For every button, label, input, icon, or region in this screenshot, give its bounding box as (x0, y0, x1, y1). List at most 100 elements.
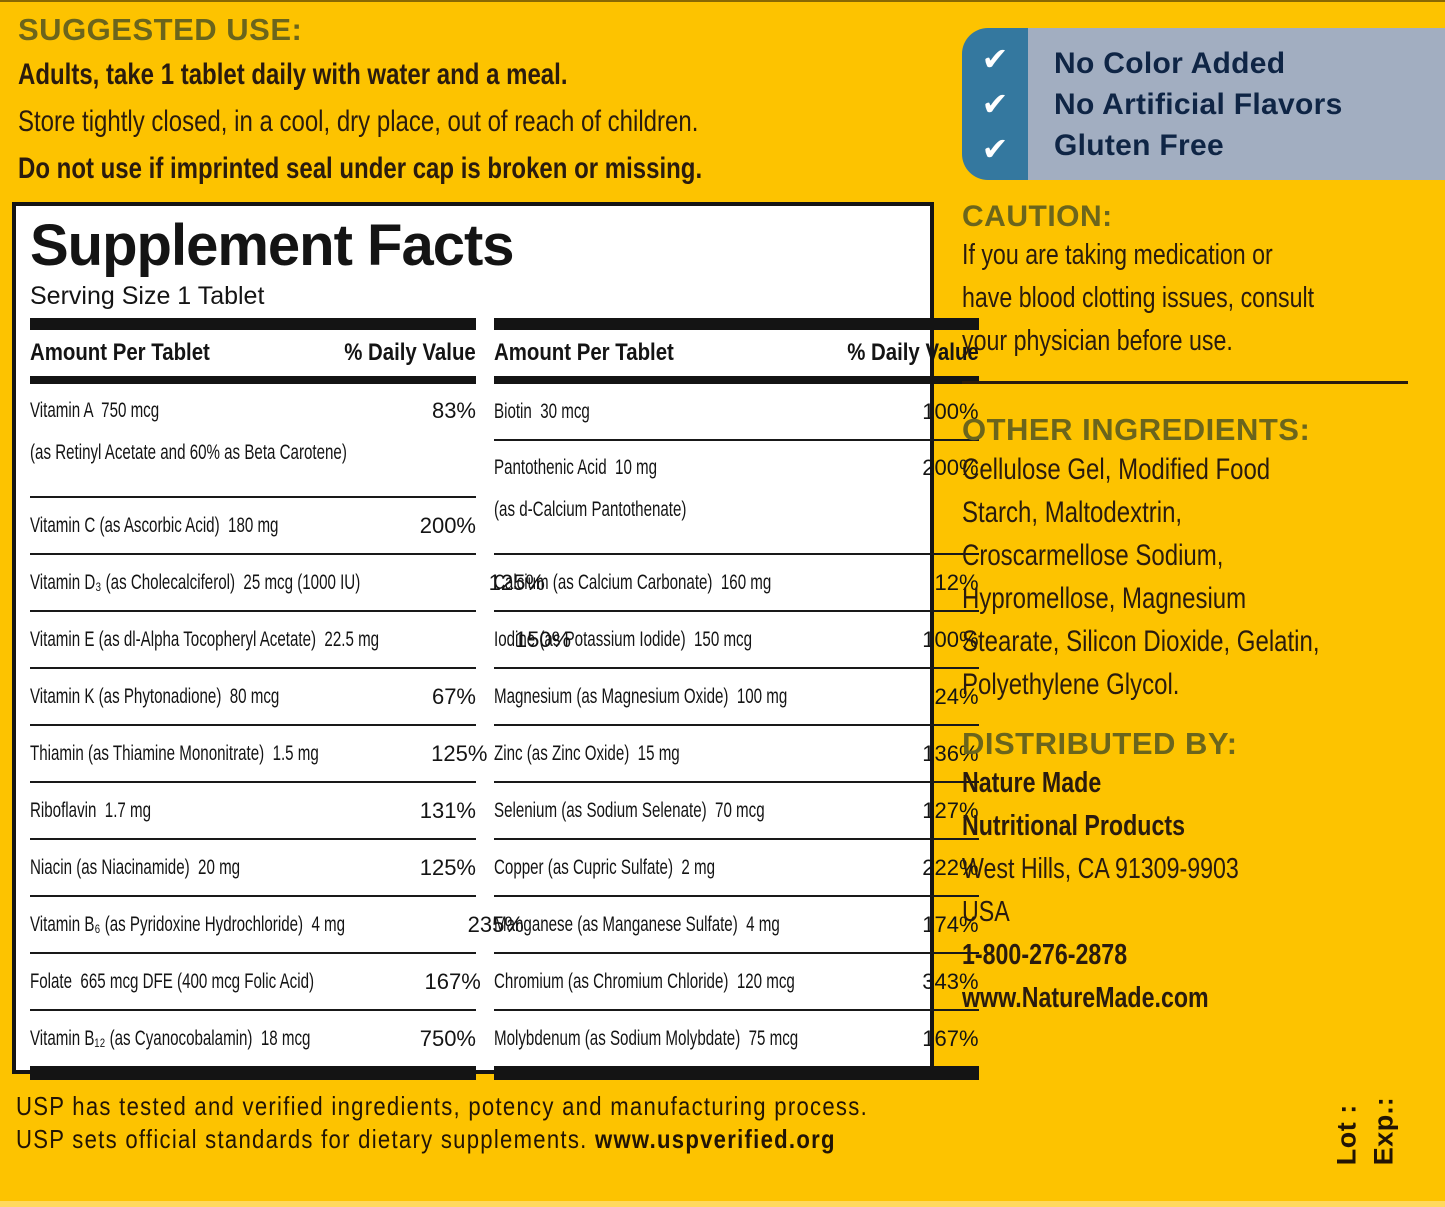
ingredients-line: Starch, Maltodextrin, (962, 496, 1183, 529)
nutrient-daily-value: 67% (431, 683, 476, 709)
ingredients-line: Stearate, Silicon Dioxide, Gelatin, (962, 625, 1320, 658)
distributed-by-heading: DISTRIBUTED BY: (962, 726, 1238, 761)
nutrient-name: Magnesium (as Magnesium Oxide) 100 mg (494, 684, 788, 708)
thick-bar (30, 318, 476, 330)
table-row: Vitamin B₆ (as Pyridoxine Hydrochloride)… (30, 897, 524, 954)
facts-table: Amount Per Tablet % Daily Value Vitamin … (30, 318, 979, 1080)
claim-no-artificial-flavors: No Artificial Flavors (1054, 87, 1343, 121)
header-daily-value: % Daily Value (344, 339, 476, 366)
nutrient-name: Chromium (as Chromium Chloride) 120 mcg (494, 969, 795, 993)
nutrient-name: Vitamin K (as Phytonadione) 80 mcg (30, 684, 280, 708)
table-row: Vitamin C (as Ascorbic Acid) 180 mg 200% (30, 498, 476, 555)
thick-bar (30, 1066, 476, 1080)
table-row: Vitamin A 750 mcg 83% (as Retinyl Acetat… (30, 384, 476, 498)
ingredients-line: Hypromellose, Magnesium (962, 582, 1247, 615)
nutrient-daily-value: 222% (922, 854, 979, 880)
nutrient-subtext: (as Retinyl Acetate and 60% as Beta Caro… (30, 440, 347, 464)
usp-website: www.uspverified.org (594, 1124, 836, 1154)
nutrient-name: Vitamin A 750 mcg (30, 398, 160, 422)
supplement-facts-panel: Supplement Facts Serving Size 1 Tablet A… (12, 202, 979, 1080)
caution-line: have blood clotting issues, consult (962, 282, 1315, 314)
nutrient-name: Pantothenic Acid 10 mg (494, 455, 658, 479)
other-ingredients-heading: OTHER INGREDIENTS: (962, 412, 1311, 447)
claim-no-color-added: No Color Added (1054, 46, 1286, 80)
distributor-country: USA (962, 896, 1010, 928)
distributor-address: West Hills, CA 91309-9903 (962, 853, 1239, 885)
nutrient-daily-value: 100% (922, 626, 979, 652)
table-row: Chromium (as Chromium Chloride) 120 mcg … (494, 954, 979, 1011)
nutrient-name: Selenium (as Sodium Selenate) 70 mcg (494, 798, 765, 822)
nutrient-name: Molybdenum (as Sodium Molybdate) 75 mcg (494, 1026, 799, 1050)
nutrient-daily-value: 343% (922, 968, 979, 994)
nutrient-name: Vitamin B₁₂ (as Cyanocobalamin) 18 mcg (30, 1026, 311, 1050)
nutrient-name: Zinc (as Zinc Oxide) 15 mg (494, 741, 680, 765)
nutrient-daily-value: 125% (431, 740, 488, 766)
thick-bar (494, 318, 979, 330)
caution-line: your physician before use. (962, 325, 1233, 357)
table-row: Pantothenic Acid 10 mg 200% (as d-Calciu… (494, 441, 979, 555)
table-row: Calcium (as Calcium Carbonate) 160 mg 12… (494, 555, 979, 612)
claims-list: No Color Added No Artificial Flavors Glu… (1028, 28, 1445, 180)
nutrient-name: Vitamin C (as Ascorbic Acid) 180 mg (30, 513, 279, 537)
lot-label: Lot : (1330, 1103, 1361, 1165)
header-daily-value: % Daily Value (846, 339, 979, 366)
nutrient-name: Niacin (as Niacinamide) 20 mg (30, 855, 241, 879)
check-icon: ✔ (981, 130, 1009, 167)
nutrient-daily-value: 136% (922, 740, 979, 766)
nutrient-daily-value: 167% (424, 968, 481, 994)
table-row: Iodine (as Potassium Iodide) 150 mcg 100… (494, 612, 979, 669)
distributor-name: Nature Made (962, 767, 1102, 799)
nutrient-daily-value: 200% (922, 454, 979, 480)
check-icon: ✔ (981, 85, 1009, 122)
caution-heading: CAUTION: (962, 200, 1113, 233)
suggested-use-line-2: Store tightly closed, in a cool, dry pla… (18, 105, 699, 138)
nutrient-daily-value: 167% (922, 1025, 979, 1051)
column-header: Amount Per Tablet % Daily Value (30, 330, 476, 376)
nutrient-name: Manganese (as Manganese Sulfate) 4 mg (494, 912, 780, 936)
nutrient-daily-value: 131% (419, 797, 476, 823)
nutrient-daily-value: 100% (922, 398, 979, 424)
lot-exp-text: Lot : Exp.: (1328, 1096, 1402, 1165)
nutrient-name: Copper (as Cupric Sulfate) 2 mg (494, 855, 716, 879)
nutrient-daily-value: 235% (467, 911, 524, 937)
usp-line-1: USP has tested and verified ingredients,… (16, 1091, 868, 1121)
exp-label: Exp.: (1367, 1096, 1398, 1165)
claim-gluten-free: Gluten Free (1054, 128, 1224, 162)
claims-badge-panel: ✔ ✔ ✔ No Color Added No Artificial Flavo… (962, 28, 1445, 180)
facts-column-left: Amount Per Tablet % Daily Value Vitamin … (30, 318, 571, 1080)
table-row: Riboflavin 1.7 mg 131% (30, 783, 476, 840)
nutrient-daily-value: 125% (488, 569, 545, 595)
nutrient-daily-value: 83% (431, 397, 476, 423)
table-row: Molybdenum (as Sodium Molybdate) 75 mcg … (494, 1011, 979, 1066)
nutrient-name: Iodine (as Potassium Iodide) 150 mcg (494, 627, 753, 651)
table-row: Vitamin D₃ (as Cholecalciferol) 25 mcg (… (30, 555, 545, 612)
usp-statement: USP has tested and verified ingredients,… (16, 1090, 1196, 1156)
table-row: Vitamin K (as Phytonadione) 80 mcg 67% (30, 669, 476, 726)
caution-section: CAUTION: If you are taking medication or… (962, 200, 1436, 384)
lot-exp-block: Lot : Exp.: (1300, 1068, 1430, 1193)
suggested-use-heading: SUGGESTED USE: (18, 12, 303, 47)
nutrient-subtext: (as d-Calcium Pantothenate) (494, 497, 687, 521)
supplement-facts-title: Supplement Facts (30, 213, 515, 278)
suggested-use-section: SUGGESTED USE: Adults, take 1 tablet dai… (18, 12, 948, 189)
table-row: Niacin (as Niacinamide) 20 mg 125% (30, 840, 476, 897)
nutrient-name: Riboflavin 1.7 mg (30, 798, 152, 822)
table-row: Folate 665 mcg DFE (400 mcg Folic Acid) … (30, 954, 481, 1011)
table-row: Selenium (as Sodium Selenate) 70 mcg 127… (494, 783, 979, 840)
ingredients-line: Cellulose Gel, Modified Food (962, 453, 1271, 486)
caution-line: If you are taking medication or (962, 239, 1273, 271)
check-icon: ✔ (981, 40, 1009, 77)
suggested-use-line-3: Do not use if imprinted seal under cap i… (18, 152, 703, 185)
ingredients-line: Polyethylene Glycol. (962, 668, 1180, 701)
column-header: Amount Per Tablet % Daily Value (494, 330, 979, 376)
distributor-phone: 1-800-276-2878 (962, 939, 1128, 971)
facts-column-right: Amount Per Tablet % Daily Value Biotin 3… (494, 318, 979, 1080)
table-row: Biotin 30 mcg 100% (494, 384, 979, 441)
distributor-name-2: Nutritional Products (962, 810, 1185, 842)
header-amount: Amount Per Tablet (494, 339, 674, 366)
checkmark-column: ✔ ✔ ✔ (962, 28, 1028, 180)
usp-line-2: USP sets official standards for dietary … (16, 1124, 836, 1154)
table-row: Thiamin (as Thiamine Mononitrate) 1.5 mg… (30, 726, 487, 783)
table-row: Copper (as Cupric Sulfate) 2 mg 222% (494, 840, 979, 897)
distributed-by-section: DISTRIBUTED BY: Nature Made Nutritional … (962, 726, 1436, 1020)
